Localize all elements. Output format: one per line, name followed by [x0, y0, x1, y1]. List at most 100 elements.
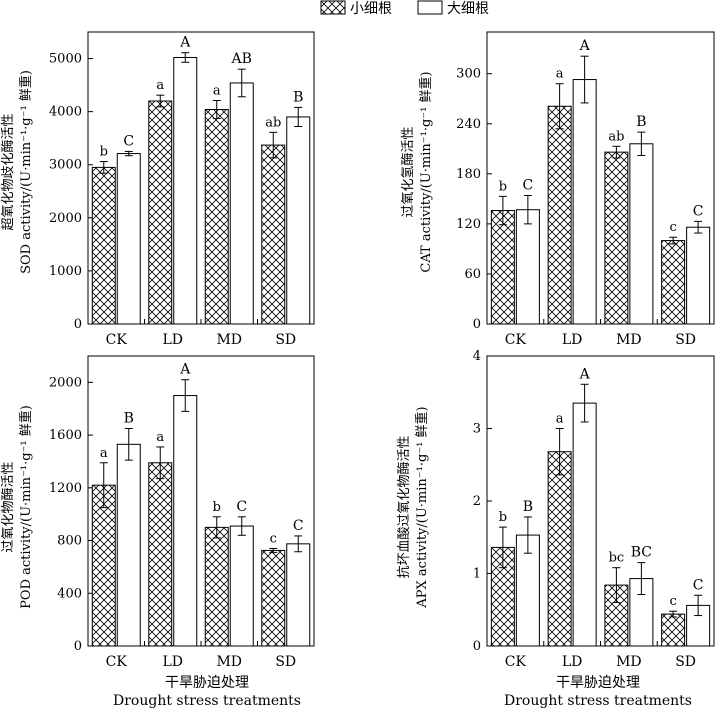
sig-letter-apx-md-large: BC [631, 545, 652, 561]
x-tick-label-cat-ck: CK [505, 332, 527, 348]
legend: 小细根 大细根 [320, 0, 489, 17]
y-tick-label-pod-1: 400 [57, 586, 82, 601]
bar-sod-md-large [229, 82, 254, 325]
sig-letter-pod-ld-small: a [156, 430, 164, 445]
ylabel-zh-pod: 过氧化物酶活性 [0, 461, 16, 552]
x-tick-label-pod-sd: SD [275, 654, 296, 670]
y-tick-label-cat-1: 60 [464, 267, 481, 282]
y-tick-label-cat-2: 120 [456, 217, 481, 232]
y-tick-label-pod-2: 800 [57, 534, 82, 549]
sig-letter-pod-md-small: b [213, 500, 221, 515]
ylabel-en-sod: SOD activity/(U·min⁻¹·g⁻¹ 鲜重) [18, 70, 34, 274]
sig-letter-sod-sd-large: B [293, 89, 303, 105]
y-tick-label-apx-1: 1 [473, 567, 481, 582]
sig-letter-pod-ck-large: B [124, 411, 134, 427]
x-tick-label-pod-md: MD [216, 654, 242, 670]
ylabel-zh-apx: 抗坏血酸过氧化物酶活性 [396, 435, 412, 578]
y-tick-label-cat-0: 0 [473, 317, 481, 332]
legend-swatch-large-roots [417, 0, 443, 15]
bar-cat-md-large [629, 143, 654, 325]
sig-letter-apx-ck-small: b [499, 510, 507, 525]
legend-swatch-small-roots [320, 0, 346, 15]
y-tick-label-pod-0: 0 [74, 639, 82, 654]
sig-letter-cat-sd-large: C [693, 203, 704, 219]
sig-letter-cat-ld-large: A [579, 38, 591, 54]
sig-letter-pod-ck-small: a [100, 446, 108, 461]
bar-pod-ck-small [91, 484, 116, 647]
sig-letter-pod-md-large: C [236, 499, 247, 515]
y-tick-label-sod-3: 3000 [49, 158, 82, 173]
bar-pod-ld-large [173, 395, 198, 647]
sig-letter-sod-ld-large: A [179, 35, 191, 51]
y-tick-label-sod-2: 2000 [49, 211, 82, 226]
sig-letter-apx-md-small: bc [609, 551, 625, 566]
x-tick-label-cat-ld: LD [562, 332, 583, 348]
sig-letter-cat-md-large: B [636, 114, 646, 130]
bar-cat-sd-large [686, 226, 711, 325]
sig-letter-sod-ck-small: b [100, 145, 108, 160]
x-tick-label-sod-ck: CK [106, 332, 128, 348]
y-tick-label-sod-4: 4000 [49, 105, 82, 120]
bar-sod-sd-small [261, 144, 286, 325]
sig-letter-apx-ld-small: a [556, 412, 564, 427]
bar-cat-ck-large [515, 209, 540, 325]
y-tick-label-sod-0: 0 [74, 317, 82, 332]
sig-letter-pod-sd-small: c [270, 531, 277, 546]
ylabel-zh-sod: 超氧化物歧化酶活性 [0, 113, 16, 230]
x-tick-label-apx-ld: LD [562, 654, 583, 670]
y-tick-label-pod-3: 1200 [49, 481, 82, 496]
sig-letter-apx-ld-large: A [579, 366, 591, 382]
bar-pod-sd-large [286, 543, 311, 647]
bar-pod-ld-small [148, 462, 173, 647]
y-tick-label-sod-5: 5000 [49, 52, 82, 67]
bar-apx-sd-small [661, 613, 686, 647]
y-tick-label-cat-5: 300 [456, 67, 481, 82]
panel-cat: 过氧化氢酶活性 CAT activity/(U·min⁻¹·g⁻¹ 鲜重) 0 6… [400, 31, 715, 348]
xlabel-zh-right: 干旱胁迫处理 [556, 675, 640, 691]
bar-cat-ld-small [547, 105, 572, 325]
bar-cat-ld-large [572, 79, 597, 325]
panel-pod: 过氧化物酶活性 POD activity/(U·min⁻¹·g⁻¹ 鲜重) 0 4… [0, 355, 315, 670]
x-tick-label-apx-ck: CK [505, 654, 527, 670]
sig-letter-apx-ck-large: B [523, 499, 533, 515]
ylabel-en-pod: POD activity/(U·min⁻¹·g⁻¹ 鲜重) [18, 405, 34, 609]
bar-apx-ld-small [547, 451, 572, 647]
sig-letter-pod-sd-large: C [293, 518, 304, 534]
legend-label-large-roots: 大细根 [447, 1, 489, 17]
x-tick-label-sod-md: MD [216, 332, 242, 348]
ylabel-zh-cat: 过氧化氢酶活性 [400, 126, 416, 217]
bar-sod-ld-small [148, 100, 173, 325]
sig-letter-sod-md-large: AB [231, 51, 252, 67]
x-tick-label-sod-sd: SD [275, 332, 296, 348]
sig-letter-apx-sd-large: C [693, 577, 704, 593]
bar-sod-sd-large [286, 116, 311, 325]
xlabel-en-right: Drought stress treatments [504, 693, 692, 709]
bar-cat-sd-small [661, 240, 686, 325]
x-tick-label-cat-md: MD [616, 332, 642, 348]
sig-letter-cat-md-small: ab [608, 129, 624, 144]
xlabel-zh-left: 干旱胁迫处理 [165, 675, 249, 691]
legend-label-small-roots: 小细根 [350, 1, 392, 17]
y-tick-label-apx-4: 4 [473, 349, 481, 364]
panel-sod: 超氧化物歧化酶活性 SOD activity/(U·min⁻¹·g⁻¹ 鲜重) … [0, 31, 315, 348]
sig-letter-cat-ck-small: b [499, 179, 507, 194]
sig-letter-cat-ld-small: a [556, 67, 564, 82]
y-tick-label-sod-1: 1000 [49, 264, 82, 279]
bar-pod-sd-small [261, 549, 286, 647]
x-tick-label-cat-sd: SD [675, 332, 696, 348]
bar-pod-ck-large [116, 443, 141, 647]
bar-sod-md-small [204, 109, 229, 325]
y-tick-label-apx-2: 2 [473, 494, 481, 509]
bar-sod-ck-small [91, 166, 116, 325]
bar-pod-md-large [229, 525, 254, 647]
sig-letter-sod-ld-small: a [156, 78, 164, 93]
ylabel-en-cat: CAT activity/(U·min⁻¹·g⁻¹ 鲜重) [418, 71, 434, 272]
ylabel-en-apx: APX activity/(U·min⁻¹·g⁻¹ 鲜重) [414, 406, 430, 608]
bar-apx-ld-large [572, 402, 597, 647]
sig-letter-apx-sd-small: c [669, 594, 676, 609]
y-tick-label-apx-3: 3 [473, 422, 481, 437]
sig-letter-sod-sd-small: ab [265, 115, 281, 130]
bar-sod-ck-large [116, 153, 141, 325]
x-tick-label-pod-ck: CK [106, 654, 128, 670]
